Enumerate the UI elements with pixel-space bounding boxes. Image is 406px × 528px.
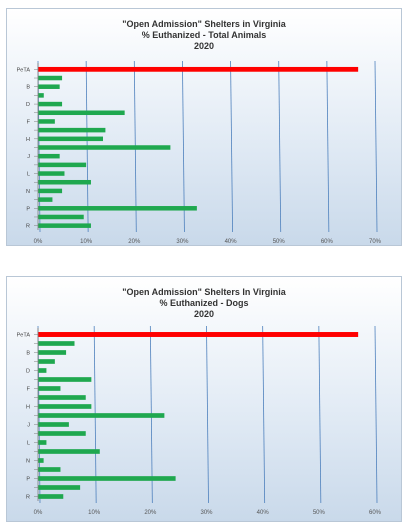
bar xyxy=(38,377,92,382)
bar xyxy=(38,171,65,176)
bar xyxy=(38,413,165,418)
chart-year: 2020 xyxy=(193,41,215,51)
gridline xyxy=(318,325,322,504)
bar xyxy=(38,145,171,150)
gridline xyxy=(278,60,282,233)
bar xyxy=(38,467,61,472)
bar xyxy=(38,110,125,116)
x-tick-label: 20% xyxy=(128,239,141,245)
gridline xyxy=(230,60,233,233)
bar xyxy=(38,153,60,159)
gridline xyxy=(374,325,378,504)
bar xyxy=(38,75,63,81)
bar xyxy=(38,136,103,142)
category-label: D xyxy=(26,102,30,108)
category-label: R xyxy=(26,495,30,501)
bar xyxy=(38,449,100,454)
bar xyxy=(38,93,44,98)
bar xyxy=(38,404,92,409)
category-label: H xyxy=(26,405,30,411)
bar xyxy=(38,341,75,346)
chart-year: 2020 xyxy=(193,309,215,319)
category-label: R xyxy=(26,224,30,230)
bar xyxy=(38,476,176,481)
category-label: PeTA xyxy=(17,333,31,339)
category-label: F xyxy=(27,119,31,125)
x-tick-label: 30% xyxy=(200,510,213,516)
category-label: L xyxy=(27,441,30,447)
bar xyxy=(38,162,87,168)
bar xyxy=(38,494,64,499)
bar xyxy=(38,422,69,427)
bar xyxy=(38,101,63,107)
bar xyxy=(38,197,53,202)
bar xyxy=(38,179,91,185)
category-label: H xyxy=(26,137,30,143)
bar xyxy=(38,458,44,463)
category-label: P xyxy=(26,477,30,483)
category-label: P xyxy=(26,206,30,212)
category-label: J xyxy=(27,423,30,429)
gridline xyxy=(182,60,185,233)
category-label: B xyxy=(26,85,30,91)
bar-highlight xyxy=(38,66,359,72)
x-tick-label: 30% xyxy=(176,239,189,245)
x-tick-label: 20% xyxy=(144,510,157,516)
chart-title: "Open Admission" Shelters in Virginia xyxy=(122,19,286,29)
chart-titles: "Open Admission" Shelters in Virginia % … xyxy=(7,19,401,52)
category-label: N xyxy=(26,459,30,465)
category-label: F xyxy=(27,387,31,393)
bar xyxy=(38,485,81,490)
gridline xyxy=(374,60,378,233)
x-tick-label: 10% xyxy=(80,239,93,245)
x-tick-label: 50% xyxy=(313,510,326,516)
bar xyxy=(38,206,197,211)
chart-subtitle: % Euthanized - Total Animals xyxy=(141,30,267,40)
bar xyxy=(38,386,61,391)
bar xyxy=(38,395,86,400)
x-tick-label: 40% xyxy=(225,239,238,245)
category-label: L xyxy=(27,172,30,178)
category-label: PeTA xyxy=(17,67,31,73)
bar-highlight xyxy=(38,332,359,337)
category-label: N xyxy=(26,189,30,195)
bar-chart-dogs: 0% 10% 20% 30% 40% 50% 60% PeTA B D F H J L N P R xyxy=(17,325,382,516)
category-label: D xyxy=(26,369,30,375)
bar xyxy=(38,119,55,124)
bar xyxy=(38,223,91,228)
chart-title: "Open Admission" Shelters In Virginia xyxy=(122,287,286,297)
bar xyxy=(38,368,47,373)
bar xyxy=(38,359,55,364)
bar xyxy=(38,188,63,194)
x-tick-label: 60% xyxy=(369,510,382,516)
category-label: B xyxy=(26,351,30,357)
gridline xyxy=(326,60,330,233)
x-tick-label: 40% xyxy=(257,510,270,516)
category-label: J xyxy=(27,154,30,160)
x-tick-label: 70% xyxy=(369,239,382,245)
gridline xyxy=(206,325,209,504)
chart-subtitle: % Euthanized - Dogs xyxy=(159,298,249,308)
x-tick-label: 50% xyxy=(273,239,286,245)
chart-panel-dogs: "Open Admission" Shelters In Virginia % … xyxy=(6,276,402,522)
bar xyxy=(38,350,67,355)
bar xyxy=(38,84,60,89)
bar xyxy=(38,431,86,436)
bar xyxy=(38,214,84,220)
x-tick-label: 60% xyxy=(321,239,334,245)
chart-panel-total-animals: "Open Admission" Shelters in Virginia % … xyxy=(6,8,402,246)
x-tick-label: 10% xyxy=(88,510,101,516)
bar xyxy=(38,440,47,445)
gridline xyxy=(262,325,266,504)
bar xyxy=(38,127,106,133)
bar-chart-total-animals: 0% 10% 20% 30% 40% 50% 60% 70% PeTA B D F H J L N P R xyxy=(17,60,382,245)
x-tick-label: 0% xyxy=(34,510,43,516)
x-tick-label: 0% xyxy=(34,239,43,245)
chart-titles: "Open Admission" Shelters In Virginia % … xyxy=(7,287,401,320)
